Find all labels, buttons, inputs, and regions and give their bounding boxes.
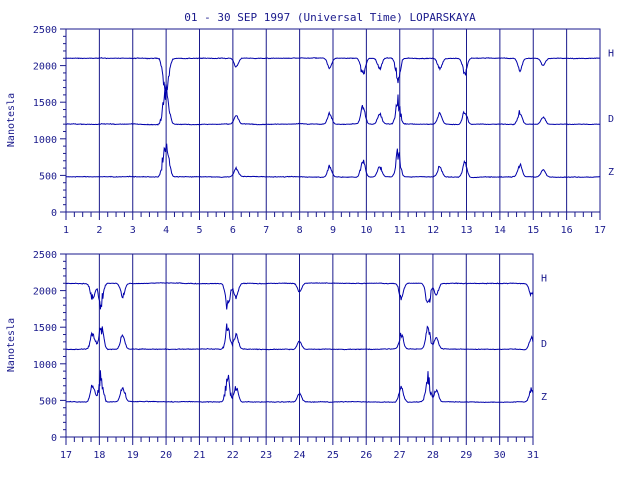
x-tick-label: 2 xyxy=(96,225,102,236)
x-tick-label: 17 xyxy=(60,450,72,461)
trace-d xyxy=(66,323,534,351)
y-tick-label: 500 xyxy=(39,396,57,407)
x-tick-label: 1 xyxy=(63,225,69,236)
x-tick-label: 9 xyxy=(330,225,336,236)
panel-1-17-sep: 1 2 3 4 5 6 7 8 9 10 11 12 13 14 15 16 17050010001500200… xyxy=(6,25,614,236)
y-tick-label: 500 xyxy=(39,171,57,182)
x-tick-label: 20 xyxy=(160,450,172,461)
series-label-d: D xyxy=(541,339,547,350)
x-tick-label: 3 xyxy=(130,225,136,236)
x-tick-label: 18 xyxy=(93,450,105,461)
x-tick-label: 10 xyxy=(360,225,372,236)
trace-z xyxy=(65,143,601,179)
trace-h xyxy=(65,56,601,92)
x-tick-label: 11 xyxy=(394,225,406,236)
x-tick-label: 5 xyxy=(196,225,202,236)
x-tick-label: 7 xyxy=(263,225,269,236)
x-tick-label: 29 xyxy=(460,450,472,461)
chart-title: 01 - 30 SEP 1997 (Universal Time) LOPARS… xyxy=(184,11,476,24)
y-tick-label: 2500 xyxy=(33,25,57,36)
trace-d xyxy=(66,88,600,126)
y-tick-label: 1000 xyxy=(33,135,57,146)
x-tick-label: 25 xyxy=(327,450,339,461)
x-tick-label: 14 xyxy=(494,225,506,236)
x-tick-label: 12 xyxy=(427,225,439,236)
x-tick-label: 26 xyxy=(360,450,372,461)
series-label-z: Z xyxy=(541,392,547,403)
x-tick-label: 24 xyxy=(293,450,305,461)
trace-z xyxy=(65,370,534,404)
x-tick-label: 23 xyxy=(260,450,272,461)
y-tick-label: 2500 xyxy=(33,250,57,261)
x-tick-label: 22 xyxy=(227,450,239,461)
y-tick-label: 0 xyxy=(51,433,57,444)
series-label-h: H xyxy=(608,48,614,59)
y-tick-label: 1500 xyxy=(33,323,57,334)
x-tick-label: 19 xyxy=(127,450,139,461)
y-axis-label: Nanotesla xyxy=(6,93,17,147)
panel-17-31-sep: 17 18 19 20 21 22 23 24 25 26 27 28 29 30 31 0 500 1000 15… xyxy=(6,250,547,461)
y-tick-label: 2000 xyxy=(33,287,57,298)
x-tick-label: 28 xyxy=(427,450,439,461)
x-tick-label: 31 xyxy=(527,450,539,461)
x-tick-label: 27 xyxy=(394,450,406,461)
y-tick-label: 1500 xyxy=(33,98,57,109)
x-tick-label: 15 xyxy=(527,225,539,236)
x-tick-label: 4 xyxy=(163,225,169,236)
x-tick-label: 21 xyxy=(193,450,205,461)
y-tick-label: 1000 xyxy=(33,360,57,371)
y-axis-label: Nanotesla xyxy=(6,318,17,372)
x-tick-label: 13 xyxy=(460,225,472,236)
series-label-z: Z xyxy=(608,167,614,178)
series-label-h: H xyxy=(541,273,547,284)
x-tick-label: 30 xyxy=(494,450,506,461)
series-label-d: D xyxy=(608,114,614,125)
x-tick-label: 17 xyxy=(594,225,606,236)
y-tick-label: 0 xyxy=(51,208,57,219)
x-tick-label: 16 xyxy=(561,225,573,236)
y-tick-label: 2000 xyxy=(33,62,57,73)
trace-h xyxy=(65,282,534,310)
x-tick-label: 8 xyxy=(297,225,303,236)
x-tick-label: 6 xyxy=(230,225,236,236)
